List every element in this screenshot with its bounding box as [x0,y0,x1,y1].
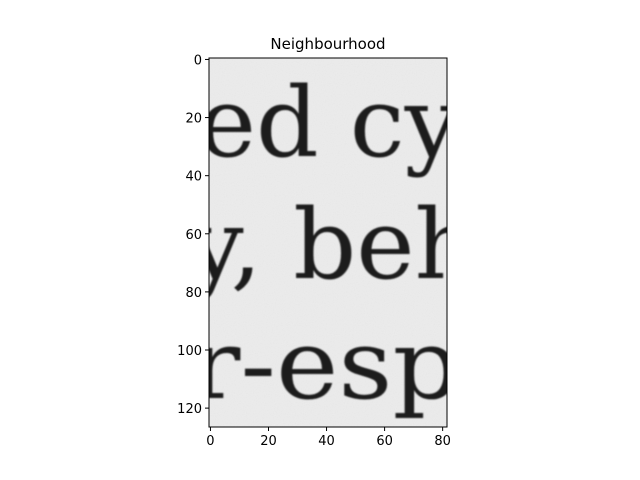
y-tick-label: 0 [194,53,202,68]
x-tick-label: 80 [434,434,451,449]
scanned-text: ed cy y, beh r-esp [187,67,478,421]
x-tick-label: 20 [260,434,277,449]
text-line-1: ed cy [198,67,460,179]
text-line-3: r-esp [190,309,460,421]
text-line-2: y, beh [187,189,478,301]
image-panel: ed cy y, beh r-esp [187,58,478,427]
x-tick-label: 40 [318,434,335,449]
y-tick-label: 80 [185,286,202,301]
y-tick-label: 20 [185,112,202,127]
y-tick-label: 40 [185,170,202,185]
x-axis: 0 20 40 60 80 [206,427,451,449]
x-tick-label: 0 [206,434,214,449]
y-tick-label: 120 [177,402,202,417]
y-tick-label: 100 [177,344,202,359]
y-tick-label: 60 [185,228,202,243]
axes-frame [208,57,448,428]
paper-background [209,58,447,427]
y-axis: 0 20 40 60 80 100 120 [177,53,209,417]
chart-title: Neighbourhood [270,35,385,53]
x-tick-label: 60 [376,434,393,449]
